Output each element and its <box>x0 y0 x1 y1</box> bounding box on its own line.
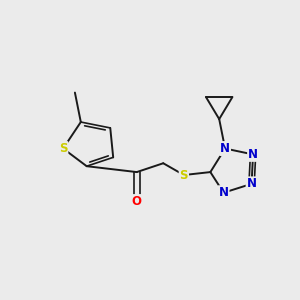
Text: O: O <box>132 195 142 208</box>
Text: S: S <box>180 169 188 182</box>
Text: N: N <box>219 186 229 199</box>
Text: S: S <box>59 142 68 155</box>
Text: N: N <box>247 177 256 190</box>
Text: N: N <box>220 142 230 155</box>
Text: N: N <box>248 148 258 161</box>
